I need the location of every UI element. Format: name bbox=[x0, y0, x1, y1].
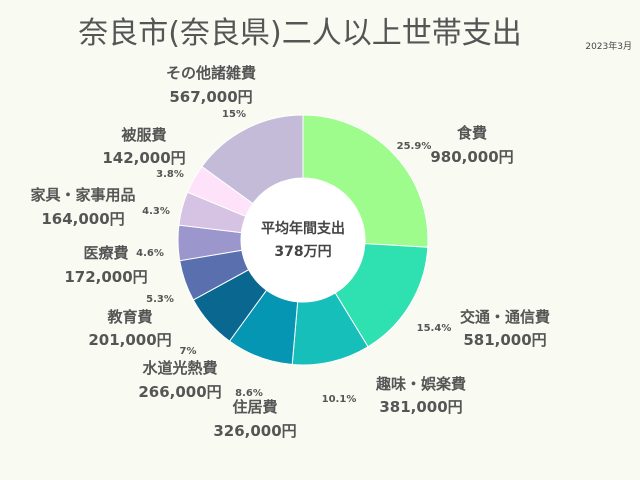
slice-percent-label: 15.4% bbox=[417, 323, 452, 334]
slice-category-label: 医療費 bbox=[83, 244, 128, 262]
slice-percent-label: 4.3% bbox=[142, 206, 170, 217]
center-title: 平均年間支出 bbox=[261, 220, 345, 237]
center-total: 378万円 bbox=[274, 244, 331, 260]
slice-value-label: 201,000円 bbox=[88, 331, 171, 349]
slice-category-label: 交通・通信費 bbox=[460, 308, 550, 326]
slice-percent-label: 5.3% bbox=[146, 294, 174, 305]
slice-category-label: 住居費 bbox=[232, 398, 277, 416]
slice-category-label: その他諸雑費 bbox=[166, 64, 256, 82]
slice-category-label: 被服費 bbox=[121, 126, 166, 144]
slice-percent-label: 10.1% bbox=[322, 394, 357, 405]
slice-value-label: 326,000円 bbox=[213, 422, 296, 440]
slice-value-label: 581,000円 bbox=[463, 331, 546, 349]
slice-percent-label: 3.8% bbox=[156, 169, 184, 180]
slice-category-label: 食費 bbox=[457, 124, 487, 142]
donut-hole bbox=[241, 178, 365, 302]
slice-percent-label: 8.6% bbox=[235, 388, 263, 399]
slice-value-label: 567,000円 bbox=[169, 88, 252, 106]
date-label: 2023年3月 bbox=[585, 42, 632, 52]
slice-value-label: 980,000円 bbox=[430, 148, 513, 166]
slice-percent-label: 7% bbox=[180, 346, 197, 357]
slice-value-label: 172,000円 bbox=[64, 268, 147, 286]
slice-category-label: 家具・家事用品 bbox=[30, 186, 135, 204]
slice-category-label: 水道光熱費 bbox=[142, 359, 217, 377]
slice-value-label: 266,000円 bbox=[138, 383, 221, 401]
chart-title: 奈良市(奈良県)二人以上世帯支出 bbox=[78, 16, 522, 51]
slice-value-label: 381,000円 bbox=[379, 398, 462, 416]
slice-percent-label: 15% bbox=[222, 109, 246, 120]
slice-value-label: 142,000円 bbox=[102, 149, 185, 167]
slice-category-label: 教育費 bbox=[106, 308, 152, 326]
slice-percent-label: 25.9% bbox=[397, 141, 432, 152]
slice-category-label: 趣味・娯楽費 bbox=[375, 375, 466, 393]
slice-value-label: 164,000円 bbox=[41, 210, 124, 228]
slice-percent-label: 4.6% bbox=[136, 248, 164, 259]
